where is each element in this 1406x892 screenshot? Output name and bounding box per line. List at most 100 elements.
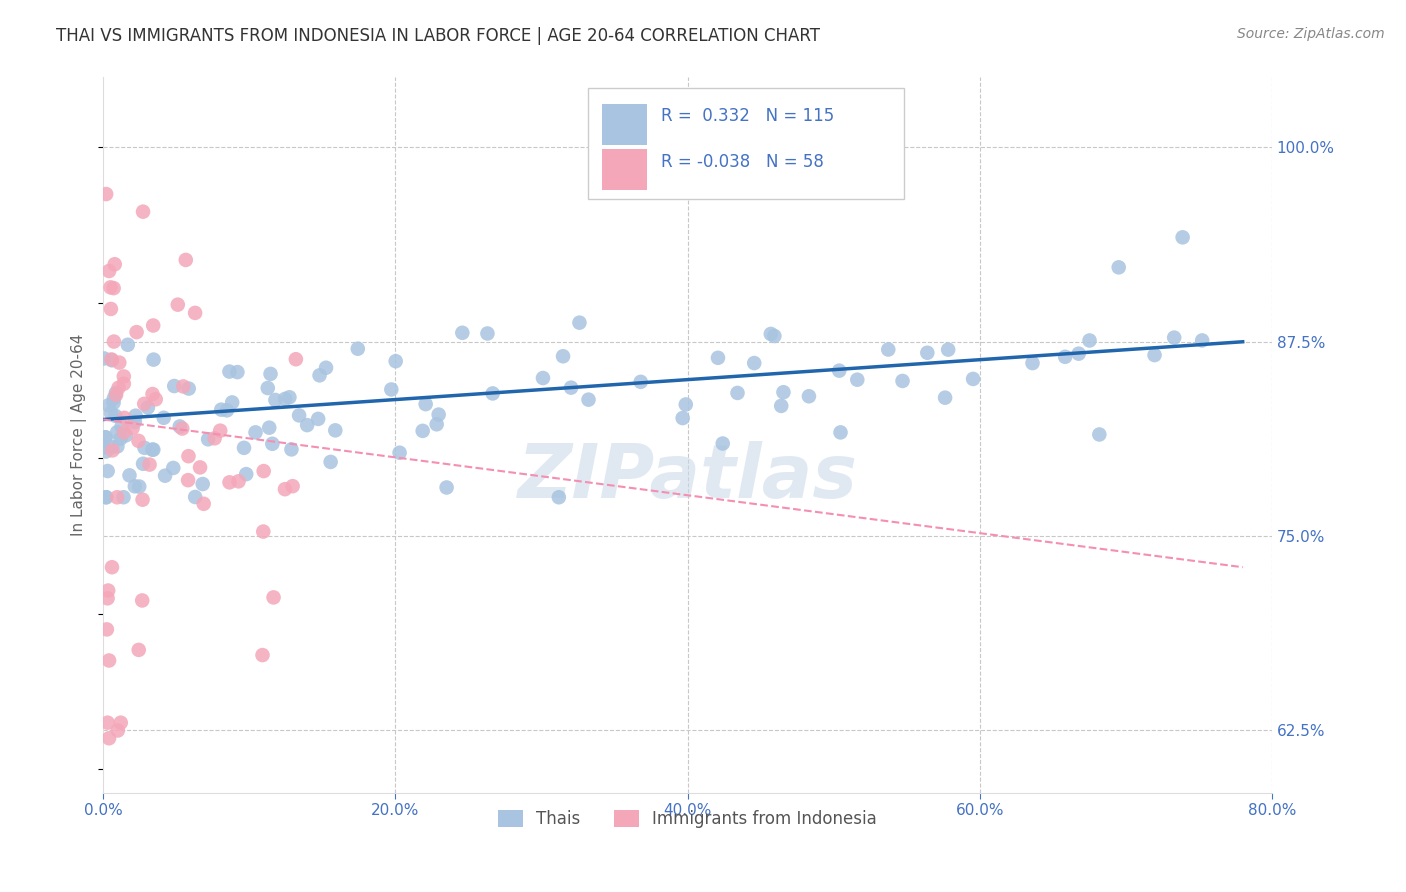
Point	[253, 464, 276, 478]
Text: R =  0.332   N = 115: R = 0.332 N = 115	[661, 107, 834, 126]
Point	[112, 369, 135, 384]
Point	[107, 381, 129, 395]
Point	[96, 490, 118, 504]
Point	[384, 354, 406, 368]
Point	[166, 298, 188, 312]
Point	[131, 593, 153, 607]
Point	[105, 440, 128, 454]
Point	[97, 715, 120, 730]
Point	[138, 458, 160, 472]
Point	[134, 397, 156, 411]
FancyBboxPatch shape	[588, 88, 904, 199]
Point	[101, 443, 124, 458]
Point	[319, 455, 342, 469]
Point	[103, 396, 125, 410]
Point	[108, 356, 131, 370]
Point	[280, 442, 302, 457]
Point	[1143, 348, 1166, 362]
Point	[174, 252, 197, 267]
Point	[162, 461, 184, 475]
Point	[132, 457, 155, 471]
Point	[145, 392, 167, 407]
Point	[233, 441, 256, 455]
Point	[184, 490, 207, 504]
Point	[1054, 350, 1077, 364]
Point	[142, 442, 165, 457]
Point	[451, 326, 474, 340]
Point	[98, 731, 121, 746]
Point	[93, 441, 115, 455]
Point	[153, 468, 176, 483]
Point	[218, 365, 240, 379]
Point	[934, 391, 956, 405]
Text: R = -0.038   N = 58: R = -0.038 N = 58	[661, 153, 824, 170]
Point	[772, 385, 794, 400]
Point	[477, 326, 499, 341]
Point	[257, 420, 280, 434]
Point	[111, 419, 134, 434]
Point	[124, 479, 146, 493]
Point	[97, 591, 120, 606]
Point	[1171, 230, 1194, 244]
Point	[936, 343, 959, 357]
Point	[177, 473, 200, 487]
Point	[105, 425, 128, 440]
Point	[204, 431, 226, 445]
Point	[568, 316, 591, 330]
Point	[245, 425, 267, 440]
Point	[235, 467, 257, 482]
Point	[707, 351, 730, 365]
Point	[962, 372, 984, 386]
Point	[172, 421, 194, 435]
Point	[1191, 334, 1213, 348]
Point	[307, 412, 329, 426]
Point	[142, 352, 165, 367]
Text: Source: ZipAtlas.com: Source: ZipAtlas.com	[1237, 27, 1385, 41]
Point	[412, 424, 434, 438]
Point	[551, 349, 574, 363]
Point	[94, 187, 117, 202]
Point	[877, 343, 900, 357]
FancyBboxPatch shape	[602, 149, 647, 191]
Point	[1078, 334, 1101, 348]
Point	[112, 376, 135, 391]
Point	[759, 326, 782, 341]
Point	[103, 391, 125, 405]
Point	[675, 397, 697, 411]
Point	[763, 329, 786, 343]
Point	[94, 430, 117, 444]
Point	[209, 424, 232, 438]
Point	[274, 482, 297, 496]
Point	[891, 374, 914, 388]
Point	[125, 325, 148, 339]
Point	[98, 264, 121, 278]
Point	[105, 490, 128, 504]
Point	[209, 402, 232, 417]
Point	[177, 382, 200, 396]
Point	[128, 479, 150, 493]
Point	[560, 381, 582, 395]
Point	[124, 415, 146, 429]
Point	[163, 379, 186, 393]
Point	[218, 475, 240, 490]
Point	[770, 399, 793, 413]
Point	[531, 371, 554, 385]
Point	[215, 403, 238, 417]
Point	[1163, 330, 1185, 344]
Point	[264, 392, 287, 407]
Point	[481, 386, 503, 401]
Point	[100, 406, 122, 420]
Point	[112, 410, 135, 425]
Point	[346, 342, 368, 356]
Point	[152, 410, 174, 425]
Point	[578, 392, 600, 407]
Point	[97, 583, 120, 598]
Point	[104, 257, 127, 271]
Point	[711, 436, 734, 450]
Point	[97, 464, 120, 478]
Point	[94, 444, 117, 458]
Point	[142, 318, 165, 333]
Point	[128, 643, 150, 657]
Point	[846, 373, 869, 387]
Point	[98, 653, 121, 667]
